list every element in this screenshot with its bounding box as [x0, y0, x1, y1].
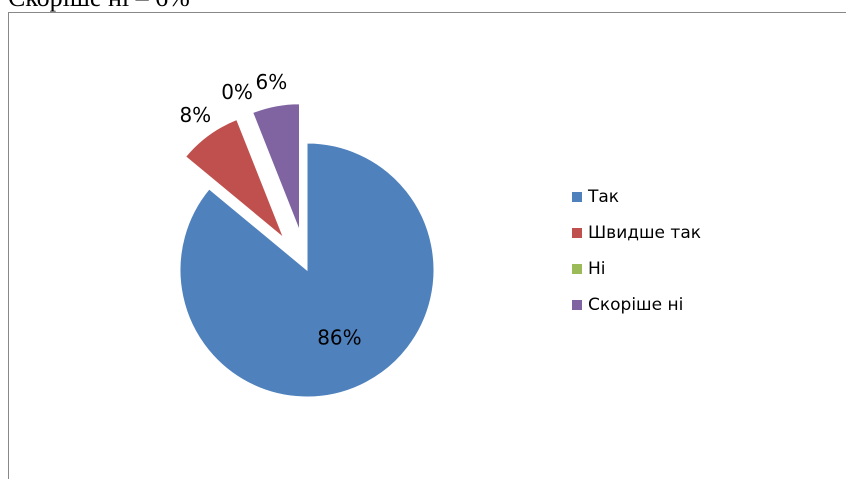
legend-swatch	[572, 264, 582, 274]
pie-slice	[252, 103, 301, 231]
legend-label: Швидше так	[588, 223, 701, 243]
legend-swatch	[572, 300, 582, 310]
legend-swatch	[572, 192, 582, 202]
legend-label: Скоріше ні	[588, 295, 683, 315]
legend-label: Так	[587, 187, 619, 207]
data-label: 8%	[179, 103, 211, 127]
legend-swatch	[572, 228, 582, 238]
pie: 86% 8% 0% 6%	[179, 70, 435, 398]
pie-slice	[179, 142, 435, 398]
data-label: 0%	[221, 80, 253, 104]
data-label: 6%	[256, 70, 288, 94]
legend-label: Ні	[588, 259, 606, 279]
pie-slice	[184, 118, 284, 239]
legend: Так Швидше так Ні Скоріше ні	[572, 187, 701, 315]
caption: Скоріше ні – 6%	[8, 0, 190, 12]
data-label: 86%	[317, 325, 361, 349]
